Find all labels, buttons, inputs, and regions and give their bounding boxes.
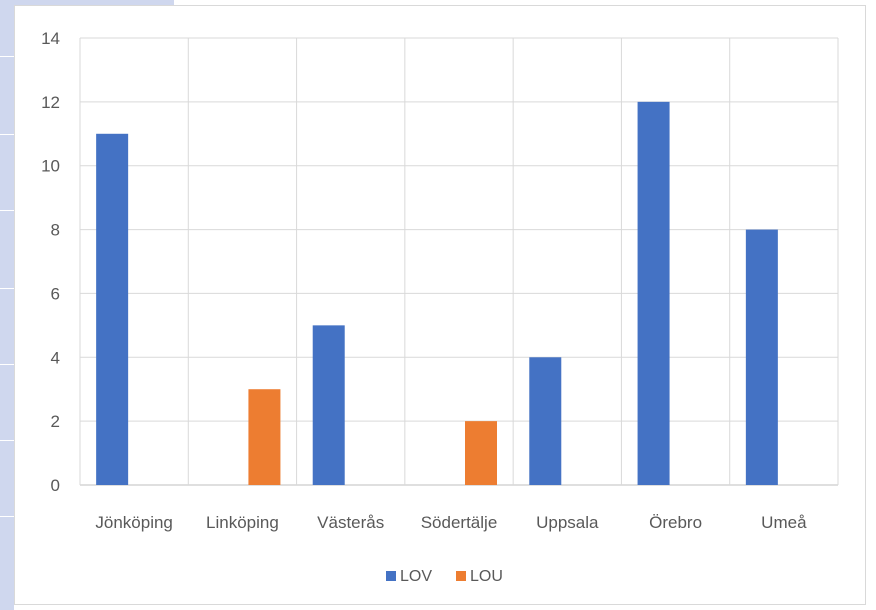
y-tick-label: 6 xyxy=(51,284,60,303)
gridlines xyxy=(79,37,839,486)
y-tick-label: 14 xyxy=(41,29,60,48)
bar-lov-2[interactable] xyxy=(312,325,345,485)
legend-swatch-lou xyxy=(456,571,466,581)
legend-label-lov: LOV xyxy=(400,568,432,585)
y-tick-label: 4 xyxy=(51,348,60,367)
background-sheet-top xyxy=(14,0,174,5)
bars xyxy=(96,101,778,486)
y-tick-label: 2 xyxy=(51,412,60,431)
x-tick-label: Södertälje xyxy=(421,513,498,532)
x-tick-label: Jönköping xyxy=(95,513,173,532)
y-axis-tick-labels: 0 2 4 6 8 10 12 14 xyxy=(41,29,60,495)
y-tick-label: 0 xyxy=(51,476,60,495)
x-tick-label: Uppsala xyxy=(536,513,599,532)
bar-lov-0[interactable] xyxy=(96,133,129,486)
legend-label-lou: LOU xyxy=(470,568,503,585)
background-sheet-strip xyxy=(0,0,14,610)
x-tick-label: Västerås xyxy=(317,513,384,532)
bar-lou-3[interactable] xyxy=(465,421,497,485)
y-tick-label: 12 xyxy=(41,93,60,112)
y-tick-label: 8 xyxy=(51,221,60,240)
x-axis-tick-labels: Jönköping Linköping Västerås Södertälje Upps… xyxy=(95,513,807,532)
chart-area[interactable] xyxy=(14,5,866,605)
bar-lov-4[interactable] xyxy=(529,357,562,485)
bar-lov-6[interactable] xyxy=(745,229,778,485)
legend-swatch-lov xyxy=(386,571,396,581)
y-tick-label: 10 xyxy=(41,157,60,176)
x-tick-label: Umeå xyxy=(761,513,807,532)
x-tick-label: Linköping xyxy=(206,513,279,532)
x-tick-label: Örebro xyxy=(649,513,702,532)
bar-lou-1[interactable] xyxy=(248,389,281,485)
legend: LOV LOU xyxy=(386,568,503,585)
bar-lov-5[interactable] xyxy=(637,101,670,485)
